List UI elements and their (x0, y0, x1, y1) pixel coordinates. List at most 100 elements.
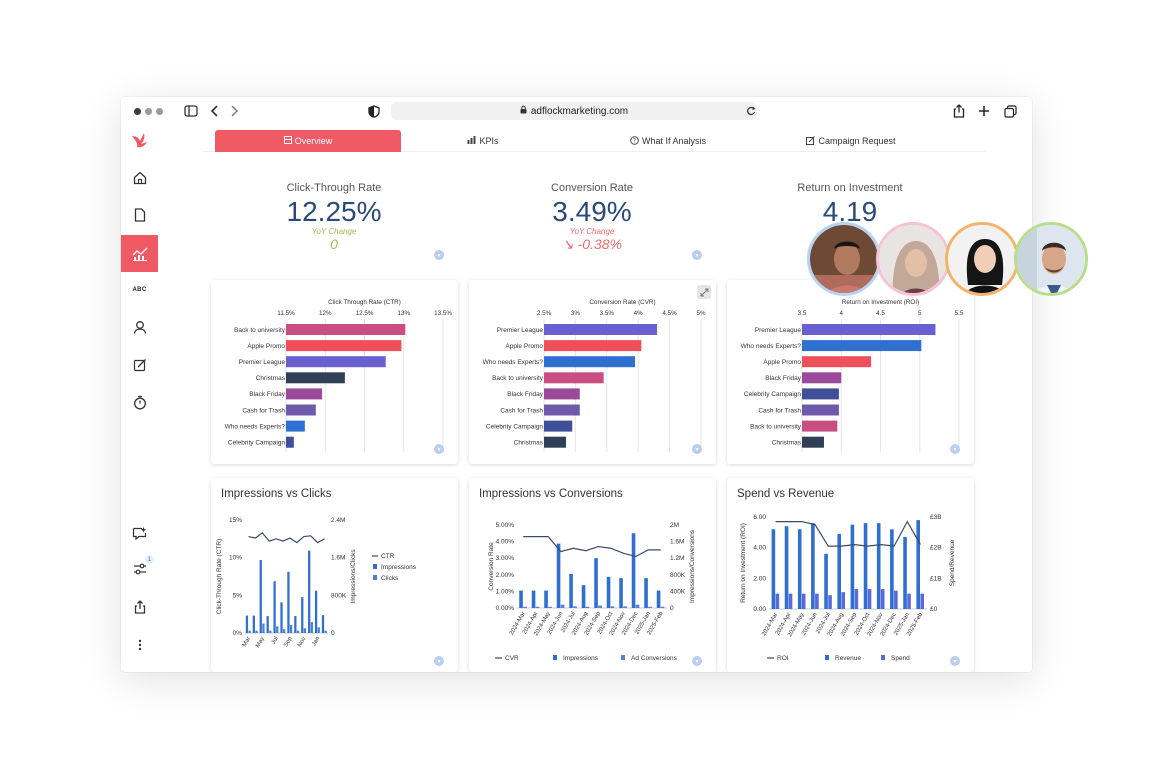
bar (585, 606, 590, 608)
tick-label: 13.5% (434, 310, 452, 317)
kpi-icon (467, 136, 476, 146)
legend-label: CVR (505, 655, 519, 662)
category-label: Cash for Trash (500, 407, 543, 414)
category-label: Christmas (772, 440, 802, 447)
bar (828, 595, 832, 609)
bar (544, 420, 573, 432)
bar (635, 604, 640, 608)
y-axis-label: Return on Investment (ROI) (740, 523, 747, 603)
upload-icon[interactable] (121, 592, 158, 622)
bar (802, 324, 936, 335)
bird-logo-icon[interactable] (121, 125, 158, 155)
info-icon[interactable]: ▾ (434, 656, 444, 666)
man-beard-avatar (1014, 222, 1088, 296)
bar (287, 571, 290, 633)
bar (286, 404, 316, 416)
reload-icon[interactable] (743, 103, 759, 119)
y2-axis-label: Impressions/Conversions (689, 529, 696, 603)
tabs-icon[interactable] (1002, 103, 1018, 119)
shield-icon[interactable] (366, 103, 382, 119)
info-icon[interactable]: ▾ (950, 656, 960, 666)
filter-badge: 1 (145, 555, 154, 564)
tab-overview[interactable]: Overview (215, 130, 401, 152)
bar (544, 356, 636, 368)
spend-revenue-chart: 0.00 2.00 4.00 6.00 £0 £1B £2B £3B Return on Inv… (740, 514, 956, 662)
legend-label: Impressions (563, 655, 599, 662)
sparkle-chat-icon[interactable] (121, 518, 158, 548)
y2-tick-label: 800K (670, 572, 686, 579)
sliders-icon[interactable]: 1 (121, 554, 158, 584)
bar (569, 573, 573, 608)
info-icon[interactable]: ▾ (434, 444, 444, 454)
bar (644, 578, 648, 608)
document-icon[interactable] (121, 200, 158, 230)
bar (519, 590, 523, 608)
bar (262, 623, 265, 633)
bar (920, 593, 925, 609)
zoom-dot[interactable] (156, 108, 163, 115)
bar (850, 524, 855, 609)
more-vertical-icon[interactable] (121, 630, 158, 660)
bar (310, 622, 313, 633)
sidebar-toggle-icon[interactable] (183, 103, 199, 119)
y-tick-label: 4.00 (753, 545, 766, 552)
plus-icon[interactable] (976, 103, 992, 119)
tick-label: 12.5% (356, 310, 374, 317)
bar (317, 627, 320, 633)
bar (598, 605, 602, 608)
tab-kpis[interactable]: KPIs (401, 130, 565, 152)
y2-tick-label: £0 (930, 606, 938, 613)
minimize-dot[interactable] (145, 108, 152, 115)
category-label: Who needs Experts? (741, 343, 802, 350)
category-label: Back to university (750, 423, 802, 430)
window-controls[interactable] (134, 108, 163, 115)
user-icon[interactable] (121, 312, 158, 342)
category-label: Black Friday (507, 391, 544, 398)
timer-icon[interactable] (121, 387, 158, 417)
bar (573, 606, 577, 608)
y2-axis-label: Impressions/Clicks (350, 549, 357, 604)
tab-what-if-analysis[interactable]: ? What If Analysis (565, 130, 771, 152)
bar (775, 593, 780, 609)
info-icon[interactable]: ▾ (692, 444, 702, 454)
info-icon[interactable]: ▾ (950, 444, 960, 454)
impressions-clicks-card: Impressions vs Clicks 0% 5% 10% 15% 0 800K 1.6… (211, 478, 458, 672)
edit-icon[interactable] (121, 350, 158, 380)
tab-campaign-request[interactable]: Campaign Request (771, 130, 931, 152)
forward-icon[interactable] (226, 103, 242, 119)
home-icon[interactable] (121, 163, 158, 193)
address-bar[interactable]: adflockmarketing.com (391, 102, 757, 120)
kpi-value: 4.19 (822, 196, 878, 227)
y-tick-label: 0.00% (496, 605, 515, 612)
tick-label: 3.5% (600, 310, 615, 317)
info-icon[interactable]: ▾ (692, 656, 702, 666)
back-icon[interactable] (207, 103, 223, 119)
bar (619, 578, 623, 608)
bar (867, 589, 872, 609)
bar (544, 340, 642, 352)
chart-icon[interactable] (121, 235, 158, 272)
overview-icon (283, 136, 292, 146)
info-icon[interactable]: ▾ (434, 250, 444, 260)
bar (286, 388, 323, 400)
category-label: Back to university (234, 327, 286, 334)
bar (797, 529, 802, 609)
share-icon[interactable] (951, 103, 967, 119)
bar (266, 616, 269, 633)
cvr-bar-card: Conversion Rate (CVR) 2.5% 3% 3.5% 4% 4.5% 5% P… (469, 280, 716, 464)
expand-icon[interactable] (697, 285, 711, 299)
series-line (775, 520, 921, 547)
close-dot[interactable] (134, 108, 141, 115)
bar (802, 372, 842, 384)
abc-icon[interactable]: ABC (132, 287, 147, 293)
legend-swatch (373, 575, 377, 580)
info-icon[interactable]: ▾ (692, 250, 702, 260)
y2-tick-label: 2M (670, 522, 679, 529)
kpi-yoy-label: YoY Change (311, 227, 357, 236)
kpi-change: 0 (330, 236, 338, 252)
y-tick-label: 2.00% (496, 572, 515, 579)
kpi-value: 12.25% (286, 196, 382, 227)
bar (656, 590, 661, 608)
bar (788, 593, 793, 609)
legend-label: Ad Conversions (631, 655, 678, 662)
